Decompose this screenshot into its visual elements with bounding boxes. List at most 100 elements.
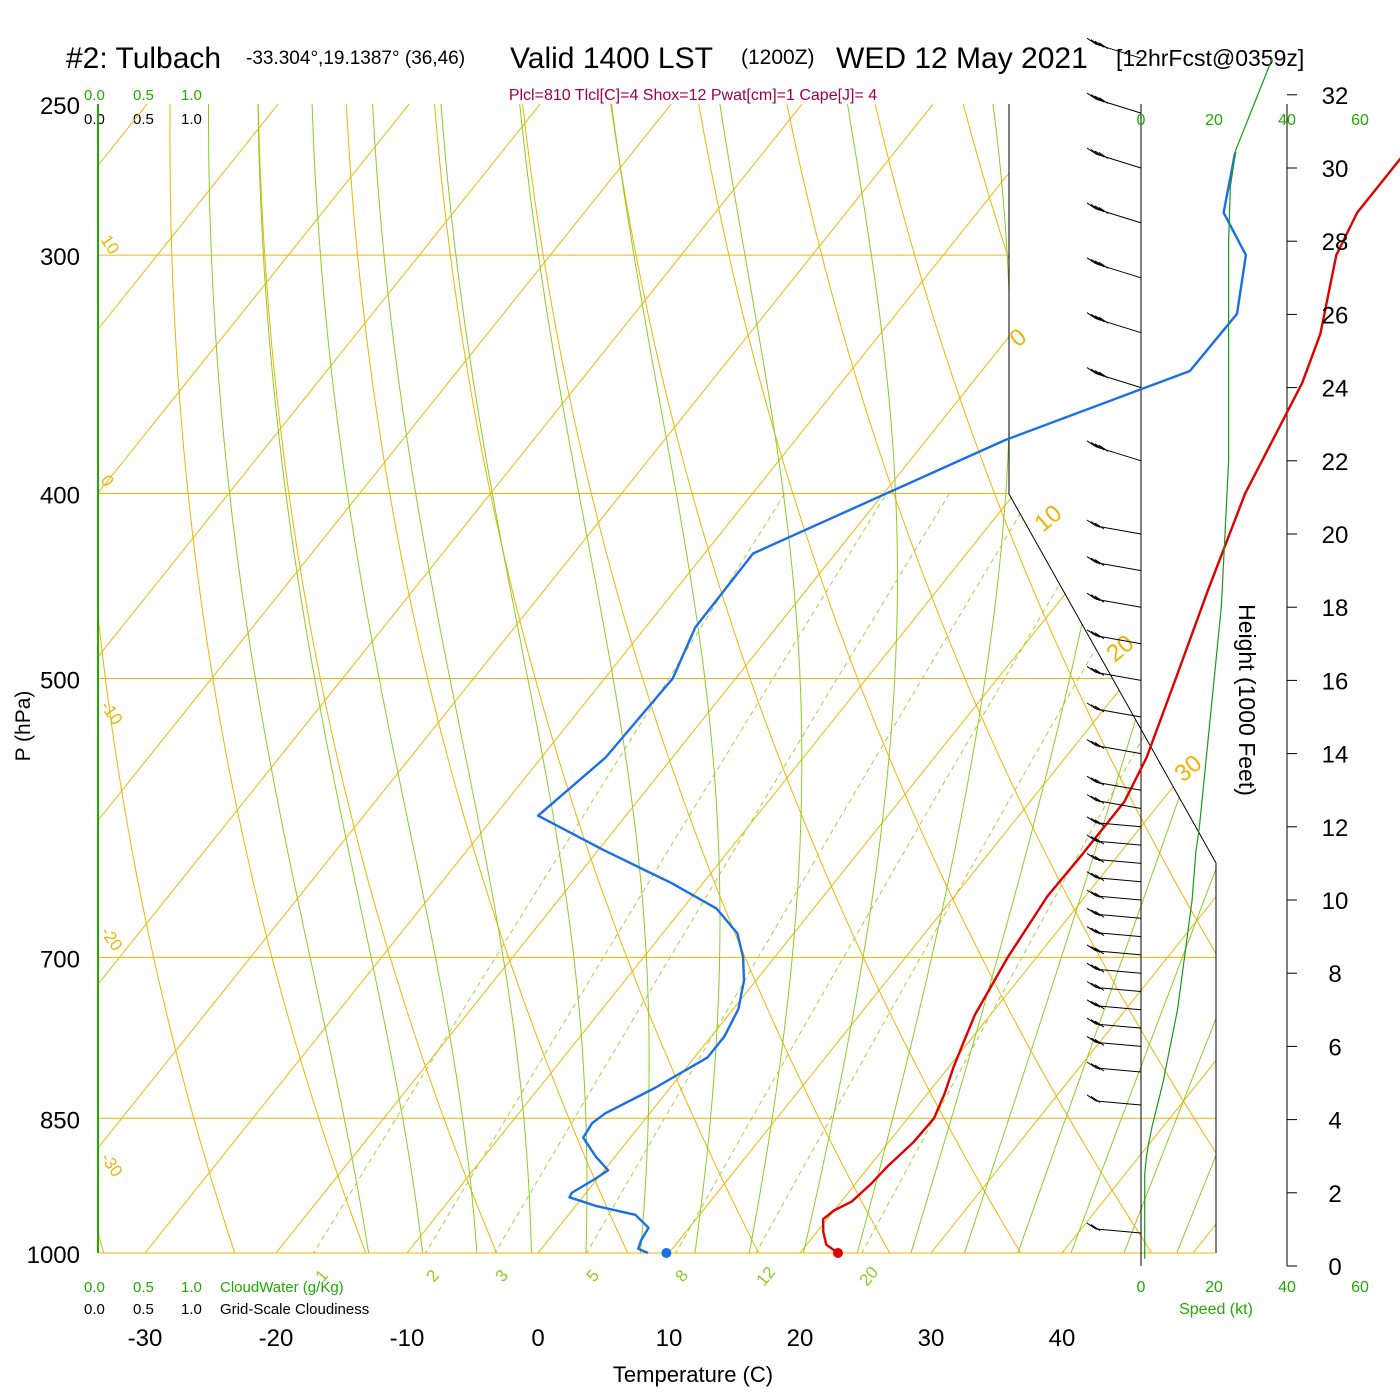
cloud-scale-bottom: 0.0 0.5 1.0 CloudWater (g/Kg) 0.0 0.5 1.…: [84, 1279, 369, 1318]
height-axis-label: Height (1000 Feet): [1234, 604, 1260, 796]
isotherm-label: -10: [97, 697, 127, 728]
wind-barb: [1086, 834, 1142, 846]
speed-tick-bottom: 0: [1137, 1279, 1146, 1296]
speed-tick-top: 40: [1278, 112, 1296, 129]
dry-adiabat: [692, 104, 1179, 1253]
cloud-tick-top-black: 0.0: [84, 111, 105, 128]
wind-barb: [1086, 312, 1142, 334]
wind-speed-line: [1144, 57, 1273, 1259]
temperature-tick-label: -20: [259, 1325, 294, 1352]
moist-adiabat: [1002, 104, 1216, 1253]
mixing-ratio-line: [652, 493, 1113, 1253]
speed-tick-bottom: 40: [1278, 1279, 1296, 1296]
valid-time: Valid 1400 LST: [510, 42, 713, 75]
wind-barb: [1086, 665, 1142, 681]
speed-tick-bottom: 20: [1205, 1279, 1223, 1296]
height-tick-label: 8: [1328, 961, 1341, 988]
moist-adiabat: [257, 104, 428, 1253]
dry-adiabat: [98, 104, 249, 1253]
cloud-tick-bottom-green: 0.0: [84, 1279, 105, 1296]
temperature-tick-label: 10: [656, 1325, 683, 1352]
wind-barb: [1086, 944, 1142, 956]
indices-line: Plcl=810 Tlcl[C]=4 Shox=12 Pwat[cm]=1 Ca…: [509, 87, 877, 104]
isotherm: [799, 104, 1216, 1253]
height-tick-label: 26: [1322, 302, 1349, 329]
cloud-tick-top-black: 0.5: [133, 111, 154, 128]
mixing-ratio-label: 3: [492, 1266, 513, 1285]
cloud-tick-top-green: 0.0: [84, 87, 105, 104]
dry-adiabat: [866, 104, 1216, 1253]
temperature-tick-label: -30: [128, 1325, 163, 1352]
mixing-ratio-label: 8: [672, 1266, 693, 1285]
moist-adiabat: [719, 104, 803, 1253]
valid-zulu: (1200Z): [741, 46, 815, 69]
speed-scale-top: 0 20 40 60: [1137, 112, 1369, 129]
wind-barb: [1086, 889, 1142, 901]
moist-adiabat: [1160, 104, 1216, 1253]
mixing-ratio-line: [288, 493, 786, 1253]
wind-barb: [1086, 775, 1142, 791]
isotherm: [98, 104, 803, 1253]
moist-adiabat: [311, 104, 480, 1253]
speed-tick-bottom: 60: [1351, 1279, 1369, 1296]
surface-dewpoint-dot: [661, 1248, 672, 1258]
wind-barb: [1086, 962, 1142, 974]
wind-barb: [1086, 592, 1142, 608]
isotherm: [1192, 104, 1216, 1253]
wind-barb: [1086, 1017, 1142, 1029]
isotherm: [98, 104, 279, 1253]
dry-adiabat: [779, 104, 1216, 1253]
cloud-tick-top-black: 1.0: [181, 111, 202, 128]
wind-barb: [1086, 440, 1142, 462]
wind-barb: [1086, 1035, 1142, 1047]
wind-barb: [1086, 816, 1142, 828]
height-tick-label: 24: [1322, 376, 1349, 403]
cloudiness-label: Grid-Scale Cloudiness: [220, 1301, 369, 1318]
wind-barb: [1086, 739, 1142, 755]
y-axis-label: P (hPa): [12, 691, 35, 762]
wind-barb: [1086, 1094, 1142, 1106]
isotherm-label: -30: [97, 1149, 127, 1180]
x-axis-label: Temperature (C): [613, 1362, 773, 1387]
wind-barb: [1086, 92, 1142, 114]
isotherm: [144, 104, 1065, 1253]
wind-barb: [1086, 1222, 1142, 1234]
dry-adiabat: [518, 104, 914, 1253]
cloud-scale-top: 0.0 0.5 1.0 0.0 0.5 1.0: [84, 87, 202, 128]
isotherm: [930, 104, 1216, 1253]
moist-adiabat: [1055, 104, 1216, 1253]
speed-scale-bottom: 0 20 40 60 Speed (kt): [1137, 1279, 1369, 1318]
height-tick-label: 18: [1322, 595, 1349, 622]
height-tick-label: 20: [1322, 522, 1349, 549]
wind-barb: [1086, 37, 1142, 59]
mixing-ratio-line: [563, 493, 1033, 1253]
cloud-tick-top-green: 0.5: [133, 87, 154, 104]
height-tick-label: 4: [1328, 1108, 1341, 1135]
isotherm-label: 20: [1102, 630, 1140, 668]
pressure-tick-label: 300: [40, 244, 80, 271]
isotherm: [1061, 104, 1216, 1253]
wind-barb: [1086, 556, 1142, 572]
isotherm-label: -20: [97, 923, 127, 954]
moist-adiabat: [372, 104, 533, 1253]
wind-barb: [1086, 907, 1142, 919]
wind-barb: [1086, 794, 1142, 809]
wind-barb: [1086, 629, 1142, 645]
wind-barb: [1086, 1061, 1142, 1073]
cloud-water-label: CloudWater (g/Kg): [220, 1279, 344, 1296]
wind-barb: [1086, 257, 1142, 279]
station-coords: -33.304°,19.1387° (36,46): [246, 48, 465, 69]
wind-barb: [1086, 981, 1142, 992]
isotherm-label: 0: [97, 471, 118, 490]
isotherm: [98, 104, 410, 1253]
height-tick-label: 16: [1322, 668, 1349, 695]
isotherm-label: 30: [1170, 750, 1208, 788]
pressure-tick-label: 400: [40, 483, 80, 510]
height-tick-label: 30: [1322, 156, 1349, 183]
mixing-ratio-label: 12: [753, 1263, 780, 1290]
height-tick-label: 2: [1328, 1181, 1341, 1208]
mixing-ratio-labels: 1 2 3 5 8 12 20: [312, 1263, 883, 1290]
mixing-ratio-label: 5: [583, 1266, 604, 1285]
dry-adiabat: [169, 104, 382, 1253]
